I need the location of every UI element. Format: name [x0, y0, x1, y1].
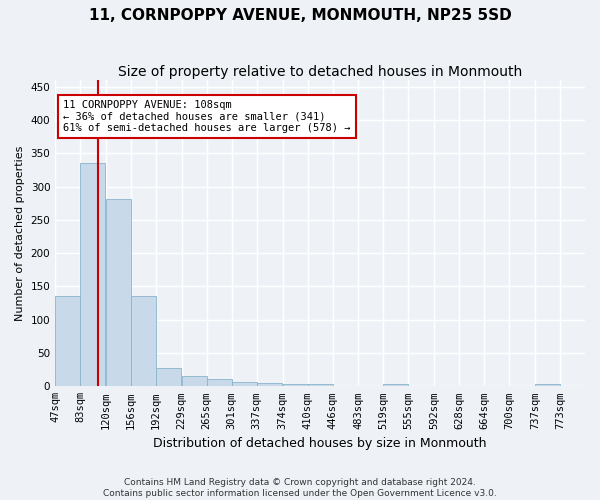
- Bar: [232, 382, 257, 386]
- Bar: [182, 376, 207, 386]
- Y-axis label: Number of detached properties: Number of detached properties: [15, 146, 25, 321]
- Bar: [131, 296, 156, 386]
- Bar: [207, 379, 232, 386]
- Bar: [535, 384, 560, 386]
- Bar: [308, 384, 332, 386]
- Bar: [156, 368, 181, 386]
- Bar: [257, 383, 282, 386]
- Bar: [55, 296, 80, 386]
- X-axis label: Distribution of detached houses by size in Monmouth: Distribution of detached houses by size …: [154, 437, 487, 450]
- Bar: [80, 164, 105, 386]
- Title: Size of property relative to detached houses in Monmouth: Size of property relative to detached ho…: [118, 65, 522, 79]
- Bar: [383, 384, 409, 386]
- Text: 11, CORNPOPPY AVENUE, MONMOUTH, NP25 5SD: 11, CORNPOPPY AVENUE, MONMOUTH, NP25 5SD: [89, 8, 511, 22]
- Text: Contains HM Land Registry data © Crown copyright and database right 2024.
Contai: Contains HM Land Registry data © Crown c…: [103, 478, 497, 498]
- Bar: [283, 384, 308, 386]
- Text: 11 CORNPOPPY AVENUE: 108sqm
← 36% of detached houses are smaller (341)
61% of se: 11 CORNPOPPY AVENUE: 108sqm ← 36% of det…: [63, 100, 350, 134]
- Bar: [106, 200, 131, 386]
